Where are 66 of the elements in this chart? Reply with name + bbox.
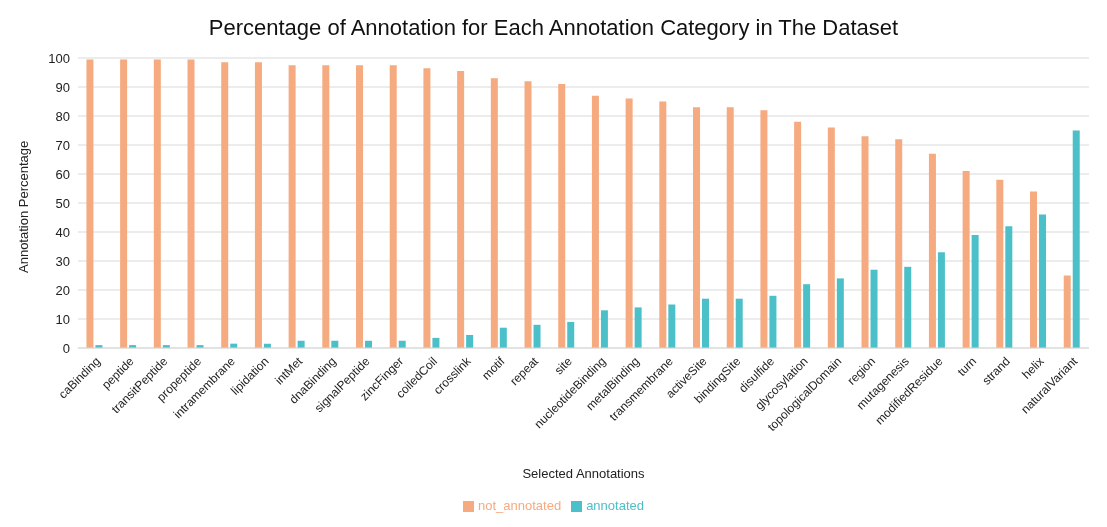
bar	[1039, 214, 1047, 348]
y-tick-label: 0	[62, 340, 70, 356]
bar	[760, 110, 768, 348]
bar	[659, 101, 667, 348]
bar	[693, 107, 701, 348]
chart-title: Percentage of Annotation for Each Annotation Category in The Dataset	[207, 14, 900, 42]
bar	[221, 62, 229, 348]
y-tick-label: 20	[55, 282, 70, 298]
bar	[499, 327, 507, 348]
bar	[794, 121, 802, 348]
y-tick-label: 70	[55, 137, 70, 153]
y-tick-label: 80	[55, 108, 70, 124]
y-axis-title: Annotation Percentage	[15, 140, 31, 273]
y-tick-label: 30	[55, 253, 70, 269]
bar	[254, 62, 262, 348]
bar	[558, 84, 566, 348]
bar	[1072, 130, 1080, 348]
bar	[567, 321, 575, 348]
y-tick-label: 10	[55, 311, 70, 327]
bar	[702, 298, 710, 348]
bar	[322, 65, 330, 348]
x-tick-label: turn	[954, 354, 980, 379]
bar	[533, 324, 541, 348]
bar	[466, 334, 474, 348]
bar	[120, 59, 128, 348]
y-tick-label: 50	[55, 195, 70, 211]
bar	[971, 234, 979, 348]
bar	[288, 65, 296, 348]
bar	[726, 107, 734, 348]
bar	[735, 298, 743, 348]
bar	[153, 59, 161, 348]
bar	[490, 78, 498, 348]
bar	[457, 71, 465, 348]
bar	[187, 59, 195, 348]
bar	[524, 81, 532, 348]
y-tick-label: 100	[48, 50, 70, 66]
bar	[668, 304, 676, 348]
y-tick-label: 90	[55, 79, 70, 95]
bar	[769, 295, 777, 348]
x-axis-title: Selected Annotations	[522, 466, 646, 481]
bar	[870, 269, 878, 348]
bar	[634, 307, 642, 348]
bar	[928, 153, 936, 348]
bar	[827, 127, 835, 348]
bar	[1063, 275, 1071, 348]
bar	[803, 284, 811, 348]
bar	[962, 171, 970, 348]
bar	[625, 98, 633, 348]
bar	[861, 136, 869, 348]
bar	[423, 68, 431, 348]
bar	[996, 179, 1004, 348]
bar	[895, 139, 903, 348]
legend-label: not_annotated	[478, 498, 562, 513]
y-tick-label: 60	[55, 166, 70, 182]
y-tick-label: 40	[55, 224, 70, 240]
bar	[904, 266, 912, 348]
legend-label: annotated	[586, 498, 644, 513]
bar	[356, 65, 364, 348]
bar	[836, 278, 844, 348]
bar	[937, 252, 945, 348]
bar	[591, 95, 599, 348]
bar	[1005, 226, 1013, 348]
bar	[389, 65, 397, 348]
bar	[1030, 191, 1038, 348]
bar	[86, 59, 94, 348]
bar	[600, 310, 608, 348]
